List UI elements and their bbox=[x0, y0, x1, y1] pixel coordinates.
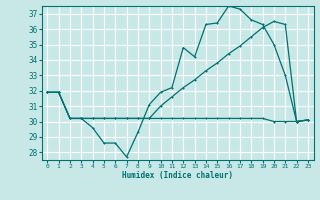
X-axis label: Humidex (Indice chaleur): Humidex (Indice chaleur) bbox=[122, 171, 233, 180]
